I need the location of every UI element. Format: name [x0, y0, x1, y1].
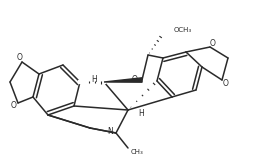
Text: N: N	[107, 127, 113, 135]
Text: H: H	[138, 109, 144, 117]
Text: O: O	[210, 38, 216, 48]
Polygon shape	[104, 78, 142, 82]
Text: O: O	[11, 101, 17, 111]
Text: O: O	[131, 75, 137, 83]
Text: O: O	[17, 53, 23, 63]
Text: H: H	[91, 76, 97, 84]
Text: O: O	[223, 80, 229, 88]
Text: OCH₃: OCH₃	[174, 27, 192, 33]
Text: CH₃: CH₃	[131, 149, 144, 155]
